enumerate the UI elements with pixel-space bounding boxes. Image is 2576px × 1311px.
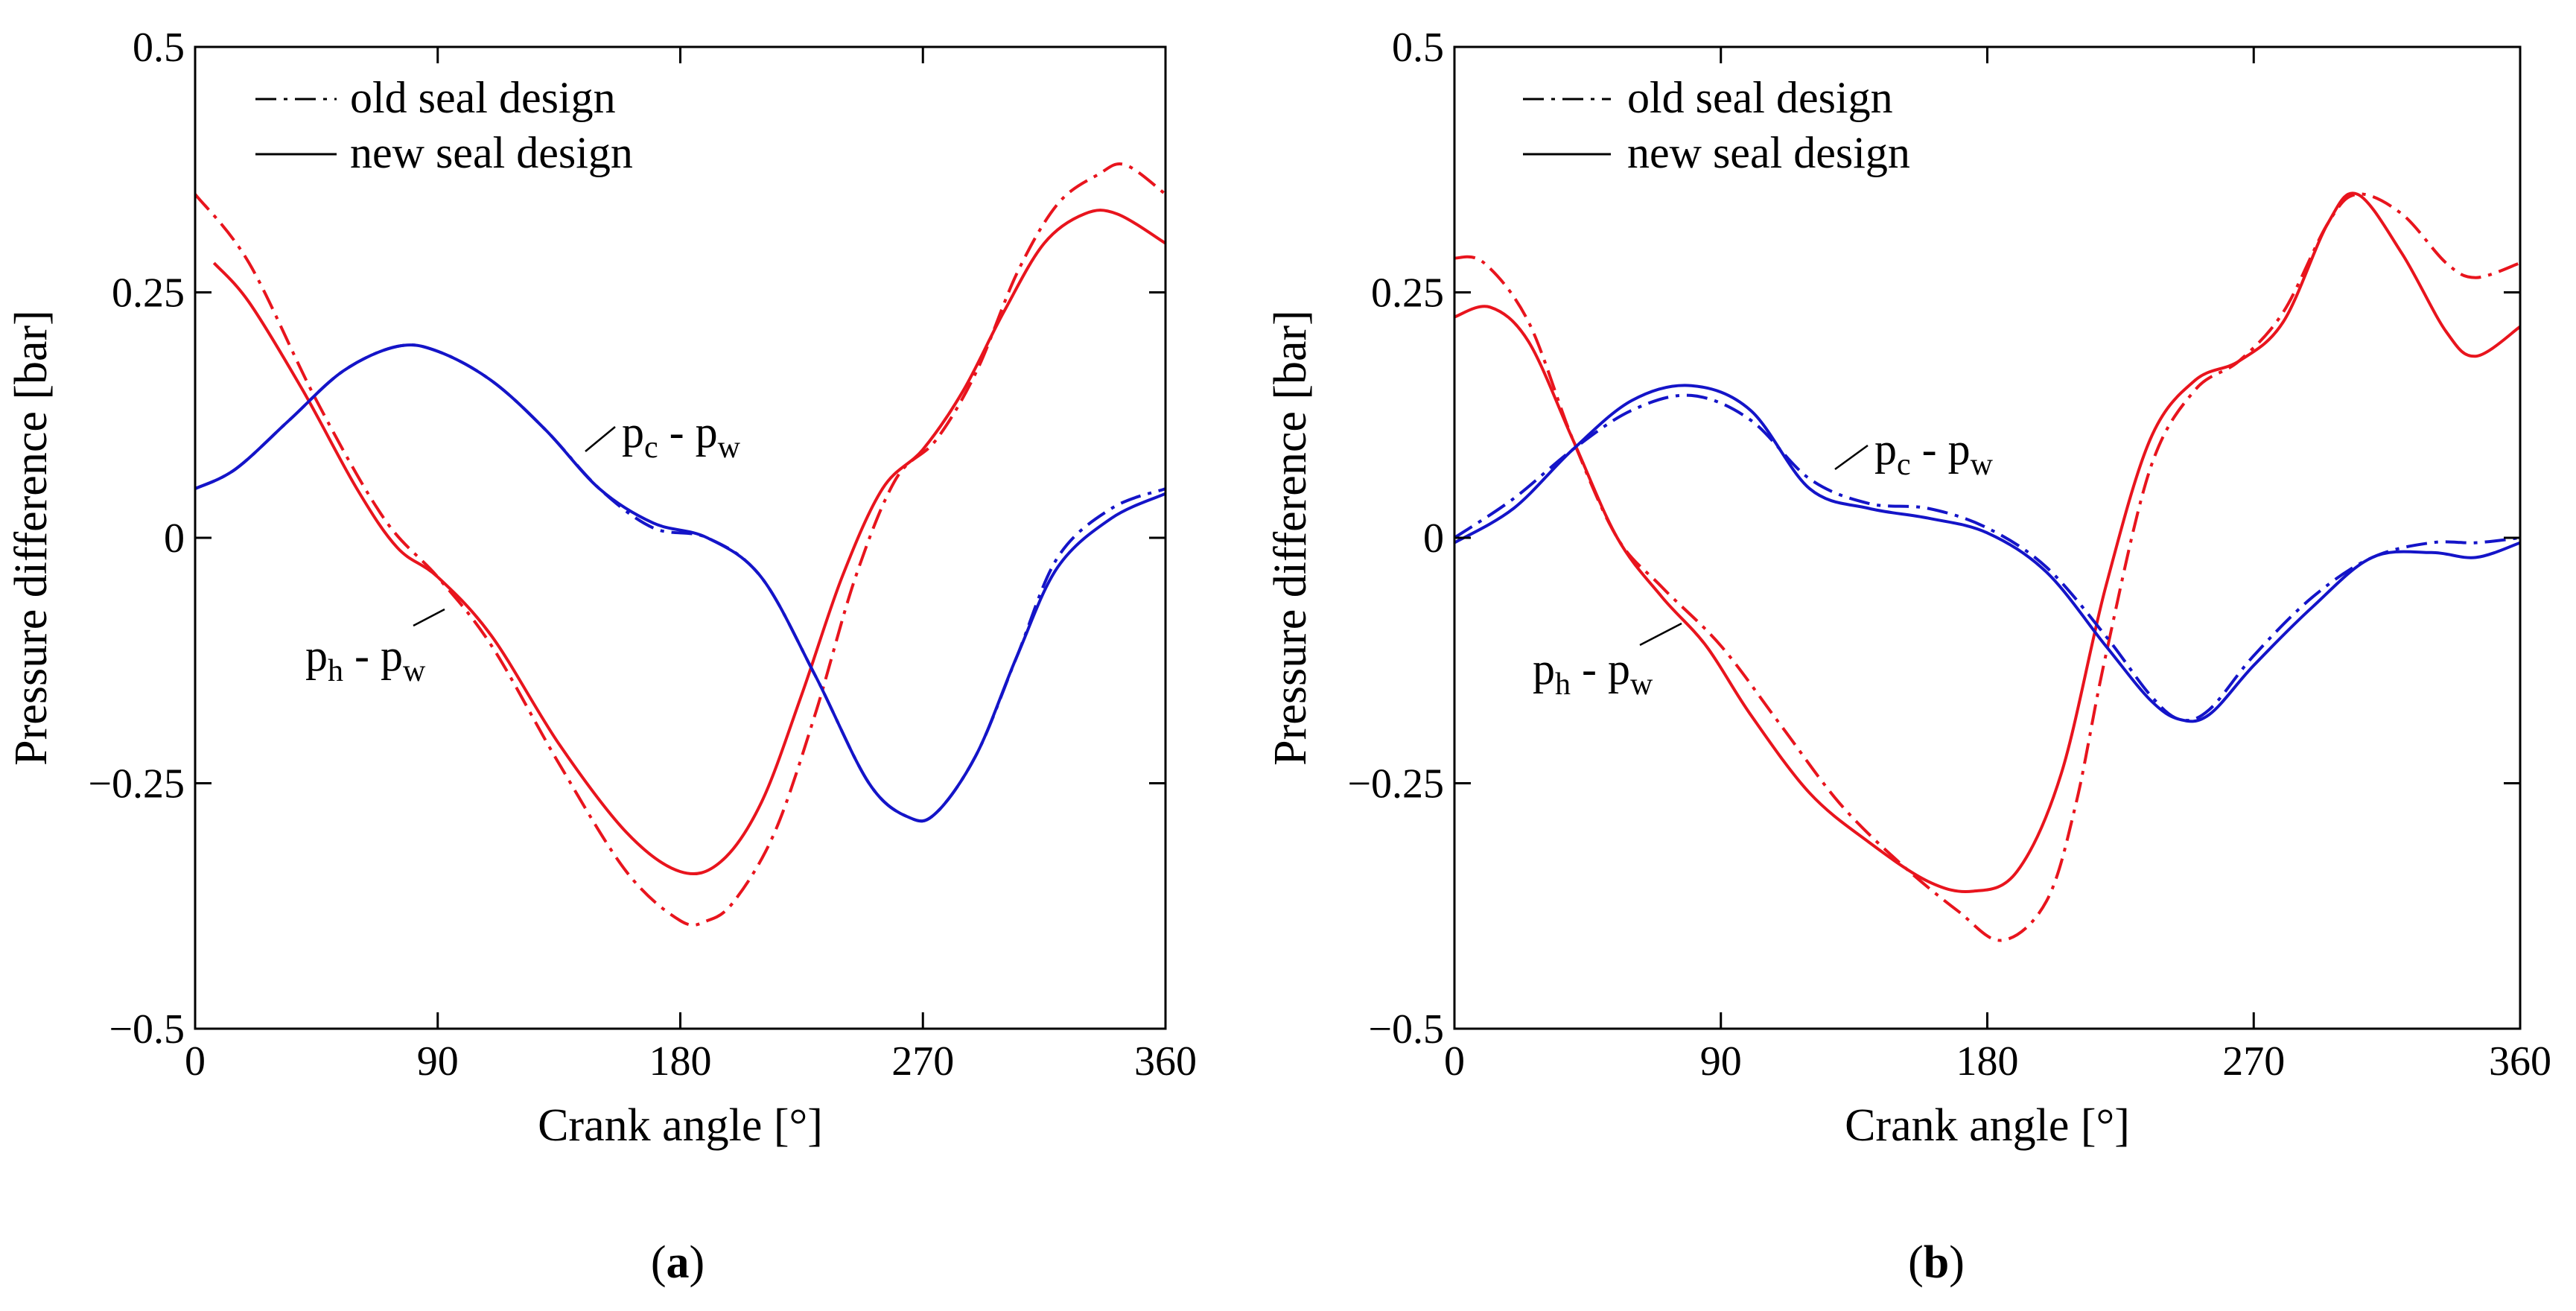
annotation-pc-minus-pw: pc - pw [622,407,741,465]
x-tick-label: 360 [1134,1038,1197,1085]
y-tick-label: −0.25 [88,761,185,807]
y-tick-label: 0.5 [133,25,185,71]
series-line-ph---pw-old-seal-design [195,162,1165,927]
annotation-leader-pc [585,426,616,452]
series-group [1454,191,2520,942]
series-group [195,162,1165,927]
y-tick-label: 0 [164,515,185,562]
x-tick-label: 180 [1956,1038,2019,1085]
y-tick-label: 0.25 [1371,270,1444,317]
panel-b: 0 90 180 270 360 −0.5 −0.25 0 0.25 0.5 Crank angle… [1265,25,2551,1288]
legend-label-old: old seal design [1627,73,1893,122]
panel-a: 0 90 180 270 360 −0.5 −0.25 0 0.25 0.5 Crank angle… [6,25,1197,1288]
y-tick-label: −0.5 [1368,1006,1444,1053]
y-tick-label: −0.25 [1347,761,1444,807]
legend: old seal design new seal design [255,73,633,177]
y-axis-title: Pressure difference [bar] [6,310,57,766]
panel-label: (a) [651,1237,705,1288]
annotation-leader-ph [413,608,445,627]
x-tick-label: 0 [185,1038,206,1085]
annotation-leader-ph [1639,622,1682,647]
x-axis-title: Crank angle [°] [1845,1100,2130,1151]
y-tick-label: 0 [1423,515,1444,562]
plot-frame [194,45,1167,1030]
x-tick-label: 90 [1700,1038,1742,1085]
x-tick-label: 90 [417,1038,459,1085]
y-tick-label: −0.5 [109,1006,185,1053]
series-line-ph---pw-new-seal-design [1454,191,2520,894]
x-tick-label: 270 [2222,1038,2285,1085]
annotation-ph-minus-pw: ph - pw [305,631,426,688]
legend: old seal design new seal design [1523,73,1910,177]
legend-label-new: new seal design [350,128,633,177]
x-tick-label: 270 [891,1038,954,1085]
annotation-leader-pc [1834,444,1869,471]
y-axis-title: Pressure difference [bar] [1265,310,1316,766]
x-axis-title: Crank angle [°] [538,1100,823,1151]
series-line-ph---pw-old-seal-design [1454,192,2520,942]
series-line-pc---pw-new-seal-design [1454,384,2520,723]
annotation-pc-minus-pw: pc - pw [1874,425,1994,482]
y-tick-label: 0.25 [112,270,185,317]
x-tick-label: 360 [2489,1038,2551,1085]
x-tick-label: 0 [1444,1038,1465,1085]
y-tick-label: 0.5 [1392,25,1444,71]
legend-label-new: new seal design [1627,128,1910,177]
panel-label: (b) [1908,1237,1965,1288]
series-line-pc---pw-old-seal-design [1454,393,2520,723]
x-tick-label: 180 [649,1038,712,1085]
annotation-ph-minus-pw: ph - pw [1533,644,1653,702]
series-line-ph---pw-new-seal-design [212,209,1165,875]
series-line-pc---pw-new-seal-design [195,343,1165,823]
legend-label-old: old seal design [350,73,616,122]
